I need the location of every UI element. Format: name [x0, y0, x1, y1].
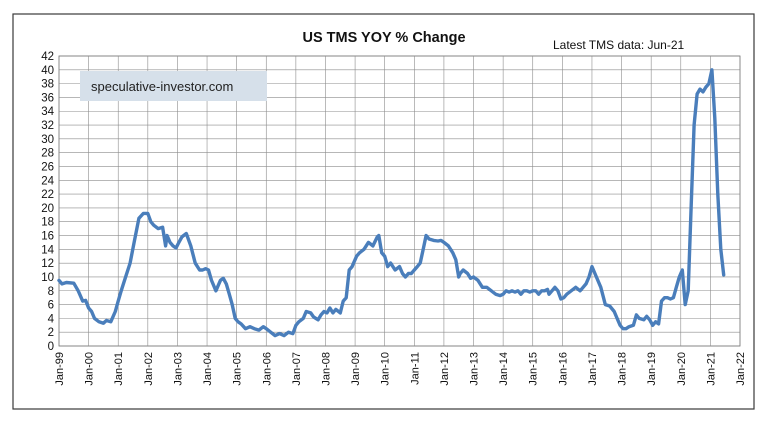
x-tick-label: Jan-10 — [380, 352, 392, 386]
y-tick-label: 32 — [41, 120, 54, 132]
x-tick-label: Jan-03 — [172, 352, 184, 386]
x-tick-label: Jan-22 — [735, 352, 747, 386]
x-tick-label: Jan-07 — [291, 352, 303, 386]
y-tick-label: 16 — [41, 231, 54, 243]
watermark-box — [80, 71, 267, 101]
x-tick-label: Jan-15 — [528, 352, 540, 386]
chart-title: US TMS YOY % Change — [302, 30, 465, 46]
x-tick-label: Jan-05 — [232, 352, 244, 386]
y-tick-label: 10 — [41, 272, 54, 284]
y-tick-label: 40 — [41, 65, 54, 77]
y-tick-label: 4 — [48, 313, 55, 325]
y-tick-label: 12 — [41, 258, 54, 270]
chart-subtitle: Latest TMS data: Jun-21 — [553, 38, 685, 52]
x-tick-label: Jan-04 — [202, 352, 214, 386]
x-tick-label: Jan-11 — [409, 352, 421, 385]
y-tick-label: 34 — [41, 106, 54, 118]
x-tick-label: Jan-08 — [320, 352, 332, 386]
y-tick-label: 20 — [41, 203, 54, 215]
x-tick-label: Jan-09 — [350, 352, 362, 386]
y-tick-label: 0 — [48, 341, 54, 353]
y-tick-label: 28 — [41, 148, 54, 160]
x-tick-label: Jan-12 — [439, 352, 451, 386]
y-tick-label: 18 — [41, 217, 54, 229]
y-tick-label: 2 — [48, 327, 54, 339]
y-tick-label: 24 — [41, 175, 54, 187]
y-tick-label: 30 — [41, 134, 54, 146]
x-tick-label: Jan-21 — [705, 352, 717, 386]
y-tick-label: 38 — [41, 79, 54, 91]
x-tick-label: Jan-17 — [587, 352, 599, 386]
x-tick-label: Jan-02 — [143, 352, 155, 386]
y-tick-label: 36 — [41, 92, 54, 104]
watermark: speculative-investor.com — [80, 71, 267, 101]
x-axis-ticks: Jan-99 Jan-00 Jan-01 Jan-02 Jan-03 Jan-04 Jan-… — [54, 352, 747, 386]
x-tick-label: Jan-14 — [498, 352, 510, 386]
x-tick-label: Jan-99 — [54, 352, 66, 386]
y-tick-label: 6 — [48, 300, 54, 312]
y-tick-label: 14 — [41, 244, 54, 256]
y-tick-label: 8 — [48, 286, 54, 298]
x-tick-label: Jan-06 — [261, 352, 273, 386]
y-tick-label: 22 — [41, 189, 54, 201]
x-tick-label: Jan-19 — [646, 352, 658, 386]
x-tick-label: Jan-20 — [676, 352, 688, 386]
x-tick-label: Jan-01 — [113, 352, 125, 386]
plot-area — [58, 55, 741, 347]
grid-layer — [58, 56, 741, 346]
watermark-text: speculative-investor.com — [91, 79, 233, 94]
y-tick-label: 26 — [41, 161, 54, 173]
series-line-tms-yoy — [57, 68, 726, 338]
x-tick-label: Jan-18 — [617, 352, 629, 386]
x-tick-label: Jan-00 — [84, 352, 96, 386]
x-tick-label: Jan-16 — [557, 352, 569, 386]
y-tick-label: 42 — [41, 51, 54, 63]
x-tick-label: Jan-13 — [469, 352, 481, 386]
